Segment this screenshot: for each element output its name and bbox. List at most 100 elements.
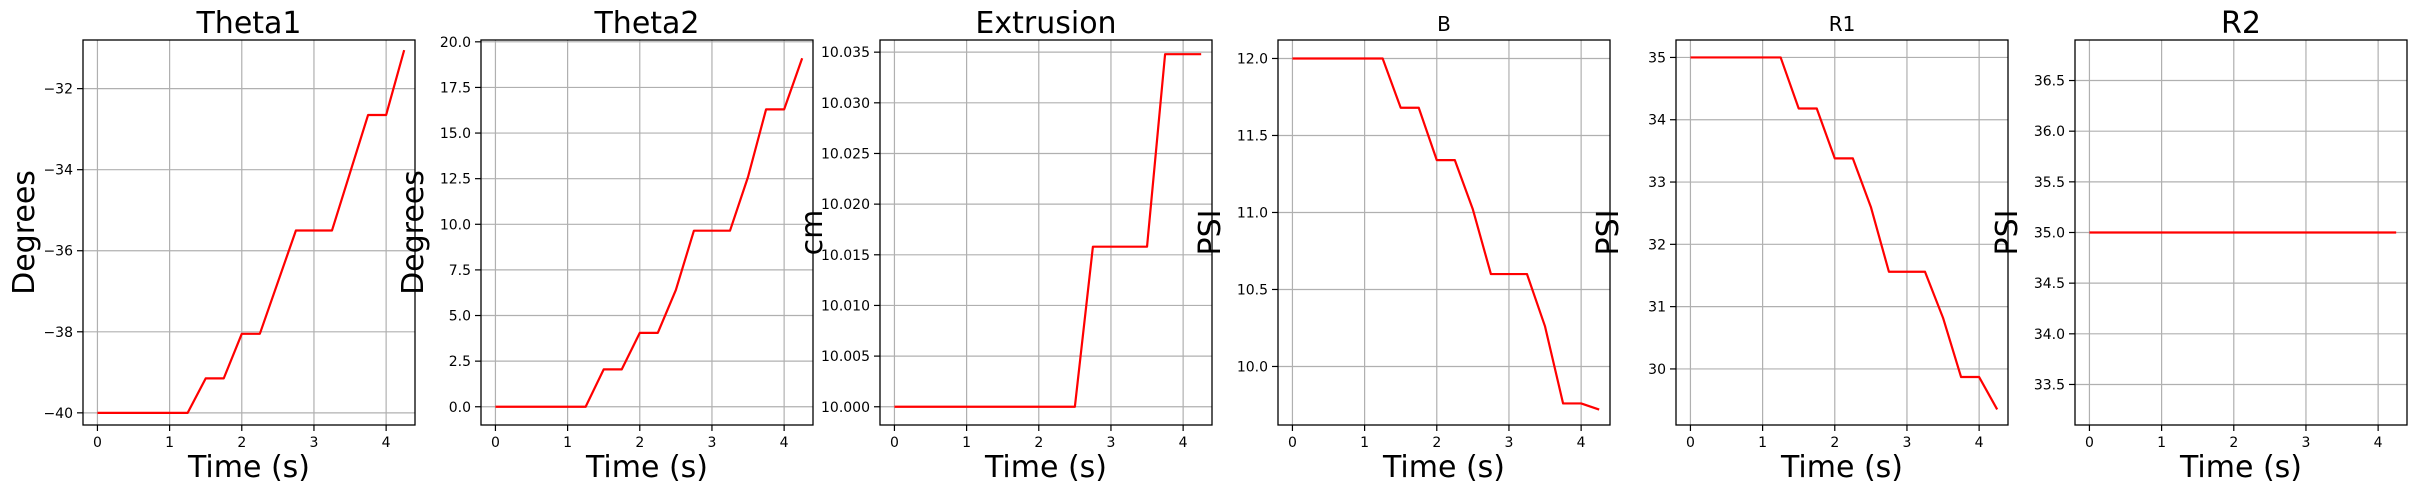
- y-tick-label: −32: [43, 82, 73, 98]
- x-tick-label: 3: [1504, 435, 1513, 451]
- series-line: [495, 57, 804, 408]
- x-tick-label: 1: [962, 435, 971, 451]
- axes-frame: [1675, 39, 2009, 426]
- y-tick-label: 10.025: [821, 146, 870, 162]
- y-tick-label: 11.5: [1237, 128, 1268, 144]
- x-tick-label: 1: [1758, 435, 1767, 451]
- x-tick-label: 1: [2157, 435, 2166, 451]
- x-tick-label: 4: [780, 435, 789, 451]
- x-axis-label: Time (s): [585, 450, 708, 485]
- y-tick-label: 36.0: [2034, 124, 2065, 140]
- x-axis-label: Time (s): [1780, 450, 1903, 485]
- x-tick-label: 3: [309, 435, 318, 451]
- y-tick-label: 0.0: [449, 400, 471, 416]
- x-tick-label: 2: [2229, 435, 2238, 451]
- x-tick-label: 2: [1830, 435, 1839, 451]
- y-tick-label: 10.010: [821, 298, 870, 314]
- x-tick-label: 0: [491, 435, 500, 451]
- y-tick-label: 10.035: [821, 45, 870, 61]
- chart-title: Theta1: [195, 6, 301, 41]
- x-tick-label: 4: [2374, 435, 2383, 451]
- y-axis-label: Degrees: [7, 170, 42, 295]
- x-tick-label: 4: [1975, 435, 1984, 451]
- chart-title: R1: [1829, 12, 1856, 36]
- y-tick-label: 20.0: [440, 35, 471, 51]
- y-tick-label: −40: [43, 406, 73, 422]
- subplot-theta1: 0 1 2 3 4 −40 −38 −36 −34 −32 Theta1 Time (s) Degree…: [7, 6, 416, 485]
- series-line: [1690, 56, 1999, 410]
- series-line: [1292, 57, 1600, 411]
- chart-title: R2: [2221, 6, 2261, 41]
- x-tick-label: 2: [635, 435, 644, 451]
- x-tick-label: 2: [1432, 435, 1441, 451]
- x-tick-label: 0: [93, 435, 102, 451]
- chart-title: B: [1437, 12, 1451, 36]
- axes-frame: [1277, 39, 1611, 426]
- subplot-theta2: 0 1 2 3 4 0.0 2.5 5.0 7.5 10.0 12.5 15.0 17.5 20.0 The…: [396, 6, 814, 485]
- y-tick-label: 12.0: [1237, 51, 1268, 67]
- x-tick-label: 1: [165, 435, 174, 451]
- y-axis-label: PSI: [1193, 210, 1228, 256]
- x-tick-label: 3: [1902, 435, 1911, 451]
- x-tick-label: 2: [237, 435, 246, 451]
- y-tick-label: 2.5: [449, 354, 471, 370]
- y-tick-label: 10.005: [821, 349, 870, 365]
- x-axis-label: Time (s): [2179, 450, 2302, 485]
- axes-frame: [480, 39, 814, 426]
- x-axis-label: Time (s): [1382, 450, 1505, 485]
- x-tick-label: 3: [1106, 435, 1115, 451]
- y-axis-label: PSI: [1591, 210, 1626, 256]
- x-tick-label: 3: [2301, 435, 2310, 451]
- y-tick-label: 33: [1648, 175, 1666, 191]
- y-axis-label: PSI: [1990, 210, 2025, 256]
- y-tick-label: 35: [1648, 50, 1666, 66]
- x-tick-label: 4: [1577, 435, 1586, 451]
- y-tick-label: 33.5: [2034, 377, 2065, 393]
- subplot-r2: 0 1 2 3 4 33.5 34.0 34.5 35.0 35.5 36.0 36.5 R2 Time …: [1990, 6, 2408, 485]
- series-line: [894, 53, 1202, 408]
- y-tick-label: 12.5: [440, 172, 471, 188]
- chart-title: Theta2: [593, 6, 699, 41]
- x-tick-label: 3: [707, 435, 716, 451]
- x-tick-label: 0: [890, 435, 899, 451]
- subplot-b: 0 1 2 3 4 10.0 10.5 11.0 11.5 12.0 B Time (s) PSI: [1193, 12, 1611, 485]
- y-tick-label: 34.5: [2034, 276, 2065, 292]
- y-tick-label: 10.030: [821, 96, 870, 112]
- series-line: [97, 49, 406, 414]
- y-axis-label: cm: [795, 210, 830, 256]
- y-tick-label: 34: [1648, 113, 1666, 129]
- subplot-extrusion: 0 1 2 3 4 10.000 10.005 10.010 10.015 10.020 10.02…: [795, 6, 1213, 485]
- y-tick-label: 5.0: [449, 309, 471, 325]
- y-tick-label: 10.020: [821, 197, 870, 213]
- chart-title: Extrusion: [975, 6, 1116, 41]
- x-tick-label: 0: [1288, 435, 1297, 451]
- y-tick-label: −38: [43, 325, 73, 341]
- x-tick-label: 1: [563, 435, 572, 451]
- y-tick-label: 15.0: [440, 126, 471, 142]
- y-tick-label: 30: [1648, 362, 1666, 378]
- y-tick-label: 17.5: [440, 80, 471, 96]
- y-tick-label: 31: [1648, 300, 1666, 316]
- y-tick-label: 32: [1648, 237, 1666, 253]
- x-tick-label: 0: [1686, 435, 1695, 451]
- x-tick-label: 0: [2085, 435, 2094, 451]
- axes-frame: [82, 39, 416, 426]
- y-tick-label: −36: [43, 244, 73, 260]
- y-axis-label: Degrees: [396, 170, 431, 295]
- x-tick-label: 2: [1034, 435, 1043, 451]
- y-tick-label: 34.0: [2034, 327, 2065, 343]
- x-tick-label: 4: [1179, 435, 1188, 451]
- y-tick-label: 10.5: [1237, 282, 1268, 298]
- y-tick-label: 10.0: [1237, 359, 1268, 375]
- x-axis-label: Time (s): [984, 450, 1107, 485]
- y-tick-label: 35.5: [2034, 175, 2065, 191]
- y-tick-label: 10.015: [821, 248, 870, 264]
- y-tick-label: 10.0: [440, 217, 471, 233]
- x-axis-label: Time (s): [187, 450, 310, 485]
- x-tick-label: 1: [1360, 435, 1369, 451]
- y-tick-label: 10.000: [821, 400, 870, 416]
- x-tick-label: 4: [382, 435, 391, 451]
- y-tick-label: 11.0: [1237, 205, 1268, 221]
